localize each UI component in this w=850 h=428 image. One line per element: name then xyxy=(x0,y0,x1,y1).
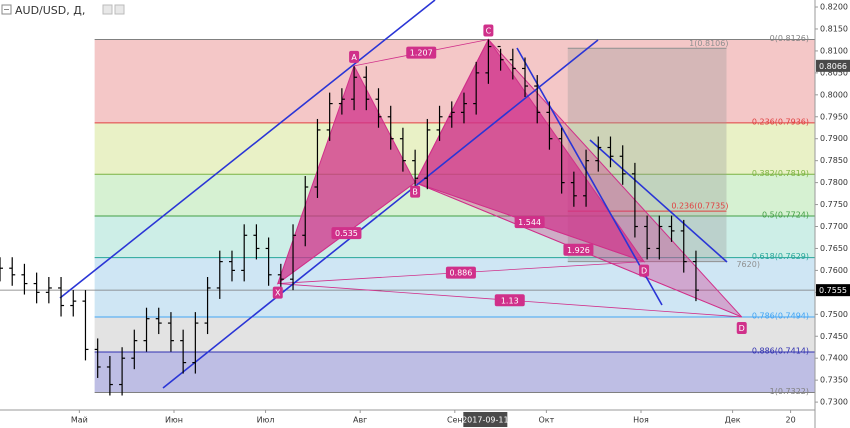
pattern-point-box xyxy=(272,286,283,299)
y-tick-label: 0.8200 xyxy=(820,3,848,12)
ratio-label: 1.13 xyxy=(501,296,519,305)
y-tick-label: 0.7850 xyxy=(820,156,848,165)
cursor-date-label: 2017-09-11 xyxy=(462,416,509,425)
fib-band xyxy=(94,316,815,353)
ratio-box xyxy=(445,266,476,279)
price-tag xyxy=(816,284,850,297)
fib-extension-label: 7620) xyxy=(736,260,759,269)
pattern-point-label: B xyxy=(412,188,418,197)
x-tick-label: Ноя xyxy=(633,416,649,425)
ohlc-bars xyxy=(0,39,699,396)
y-tick-label: 0.7900 xyxy=(820,134,848,143)
x-tick-label: Дек xyxy=(725,416,741,425)
pattern-point-label: C xyxy=(486,27,492,36)
y-tick-label: 0.7750 xyxy=(820,200,848,209)
cursor-date-box xyxy=(463,412,508,427)
ratio-box xyxy=(331,227,362,240)
pattern-point-box xyxy=(410,185,421,198)
trend-line xyxy=(162,39,599,389)
x-tick-label: Авг xyxy=(353,416,367,425)
price-tag-label: 0.8066 xyxy=(819,62,847,71)
y-tick-label: 0.8050 xyxy=(820,68,848,77)
price-tag-label: 0.7555 xyxy=(819,286,847,295)
header-button xyxy=(114,4,125,15)
pattern-point-label: A xyxy=(351,53,357,62)
ratio-box xyxy=(494,294,525,307)
x-tick-label: Май xyxy=(71,416,88,425)
pattern-point-box xyxy=(639,264,650,277)
y-tick-label: 0.7800 xyxy=(820,178,848,187)
x-tick-label: 20 xyxy=(785,416,795,425)
header-button xyxy=(102,4,113,15)
y-tick-label: 0.7450 xyxy=(820,332,848,341)
y-tick-label: 0.7300 xyxy=(820,398,848,407)
fib-band xyxy=(94,215,815,258)
y-tick-label: 0.8000 xyxy=(820,90,848,99)
fib-label: 1(0.7322) xyxy=(770,387,809,396)
ratio-label: 1.544 xyxy=(518,218,541,227)
fib-band xyxy=(94,352,815,393)
fib-label: 0(0.8126) xyxy=(770,34,809,43)
pattern-point-label: D xyxy=(739,324,745,333)
y-tick-label: 0.7400 xyxy=(820,354,848,363)
fib-label: 0.236(0.7936) xyxy=(752,117,809,126)
ratio-box xyxy=(514,216,545,229)
trend-line xyxy=(589,139,728,263)
chart-title: AUD/USD, Д, xyxy=(15,4,85,17)
fib-extension-label: 0.236(0.7735) xyxy=(671,202,728,211)
fib-extension-label: 1(0.8106) xyxy=(689,39,728,48)
y-tick-label: 0.7600 xyxy=(820,266,848,275)
x-tick-label: Июл xyxy=(257,416,275,425)
y-tick-label: 0.7350 xyxy=(820,376,848,385)
trend-line xyxy=(516,47,663,306)
fib-label: 0.786(0.7494) xyxy=(752,311,809,320)
pattern-point-label: X xyxy=(275,289,281,298)
trend-line xyxy=(59,0,436,299)
y-tick-label: 0.7500 xyxy=(820,310,848,319)
pattern-point-label: D xyxy=(641,267,647,276)
ratio-label: 0.886 xyxy=(449,269,472,278)
fib-label: 0.382(0.7819) xyxy=(752,169,809,178)
y-tick-label: 0.7950 xyxy=(820,112,848,121)
ratio-box xyxy=(406,46,437,59)
pattern-point-box xyxy=(736,321,747,334)
pattern-point-box xyxy=(349,50,360,63)
x-tick-label: Июн xyxy=(165,416,183,425)
x-tick-label: Окт xyxy=(538,416,554,425)
price-tag xyxy=(816,59,850,72)
x-tick-label: Сен xyxy=(447,416,463,425)
ratio-label: 1.926 xyxy=(567,246,590,255)
ratio-label: 1.207 xyxy=(410,49,433,58)
fib-label: 0.886(0.7414) xyxy=(752,347,809,356)
collapse-icon xyxy=(1,4,12,15)
y-tick-label: 0.7700 xyxy=(820,222,848,231)
pattern-point-box xyxy=(483,24,494,37)
x-axis-bg xyxy=(0,410,815,428)
y-tick-label: 0.7650 xyxy=(820,244,848,253)
y-tick-label: 0.8150 xyxy=(820,24,848,33)
fib-label: 0.618(0.7629) xyxy=(752,252,809,261)
y-tick-label: 0.8100 xyxy=(820,46,848,55)
fib-label: 0.5(0.7724) xyxy=(762,210,809,219)
ratio-box xyxy=(563,243,594,256)
ratio-label: 0.535 xyxy=(335,229,358,238)
